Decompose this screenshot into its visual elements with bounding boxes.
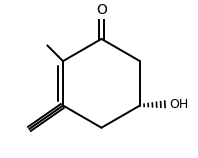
Text: O: O — [96, 3, 107, 17]
Text: OH: OH — [169, 98, 188, 111]
